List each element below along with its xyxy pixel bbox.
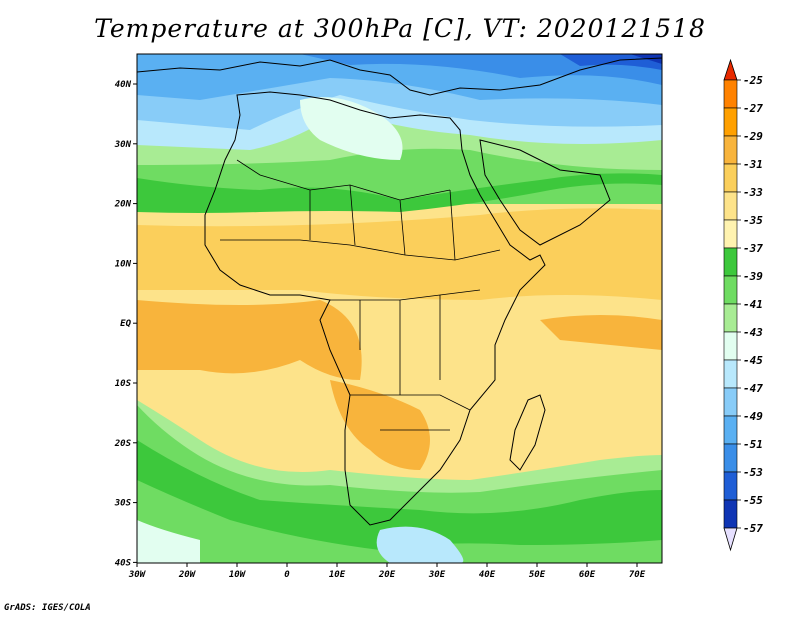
colorbar-box bbox=[723, 275, 738, 305]
colorbar-label: -47 bbox=[743, 382, 763, 395]
field-band-31-east bbox=[540, 315, 662, 350]
lon-tick-label: 20W bbox=[178, 570, 197, 580]
lat-tick-label: 30S bbox=[114, 499, 132, 509]
lon-tick-label: 40E bbox=[479, 570, 496, 580]
lat-tick-label: 40S bbox=[115, 558, 132, 568]
lat-tick-label: EQ bbox=[120, 319, 131, 329]
coastlines bbox=[137, 57, 662, 526]
colorbar-label: -55 bbox=[743, 494, 763, 507]
field-band-43 bbox=[300, 97, 403, 160]
colorbar-box bbox=[723, 359, 738, 389]
country-borders bbox=[220, 159, 501, 431]
lon-tick-label: 10E bbox=[329, 570, 346, 580]
field-band-37-south bbox=[137, 440, 662, 550]
colorbar-label: -57 bbox=[743, 522, 763, 535]
colorbar-box bbox=[723, 443, 738, 473]
colorbar-box bbox=[723, 79, 738, 109]
lon-tick-label: 50E bbox=[529, 570, 546, 580]
colorbar-label: -35 bbox=[743, 214, 763, 227]
latitude-axis: 40N 30N 20N 10N EQ 10S 20S 30S 40S bbox=[114, 80, 137, 568]
temperature-field bbox=[137, 54, 662, 563]
longitude-axis: 30W 20W 10W 0 10E 20E 30E 40E 50E 60E 70E bbox=[128, 563, 646, 580]
lon-tick-label: 70E bbox=[629, 570, 646, 580]
colorbar-box bbox=[723, 471, 738, 501]
lat-tick-label: 30N bbox=[114, 140, 132, 150]
colorbar-box bbox=[723, 247, 738, 277]
colorbar-box bbox=[723, 219, 738, 249]
lon-tick-label: 0 bbox=[284, 570, 290, 580]
lat-tick-label: 20S bbox=[114, 439, 132, 449]
colorbar-label: -25 bbox=[743, 74, 763, 87]
colorbar-box bbox=[723, 331, 738, 361]
lon-tick-label: 10W bbox=[229, 570, 247, 580]
colorbar-label: -31 bbox=[743, 158, 763, 171]
lat-tick-label: 10N bbox=[115, 259, 132, 269]
colorbar-label: -37 bbox=[743, 242, 763, 255]
colorbar-box bbox=[723, 499, 738, 529]
colorbar-label: -49 bbox=[743, 410, 763, 423]
lat-tick-label: 10S bbox=[115, 379, 132, 389]
lat-tick-label: 20N bbox=[114, 200, 132, 210]
colorbar-box bbox=[723, 163, 738, 193]
europe-coast bbox=[137, 57, 662, 96]
colorbar-label: -53 bbox=[743, 466, 763, 479]
colorbar-label: -45 bbox=[743, 354, 763, 367]
colorbar-box bbox=[723, 387, 738, 417]
arabian-peninsula bbox=[479, 139, 611, 246]
field-band-31-west bbox=[137, 300, 362, 380]
colorbar-label: -51 bbox=[743, 438, 763, 451]
colorbar-label: -43 bbox=[743, 326, 763, 339]
map-title: Temperature at 300hPa [C], VT: 202012151… bbox=[94, 14, 706, 43]
field-band-43-south bbox=[137, 520, 200, 563]
colorbar: -25 -27 -29 -31 -33 -35 -37 -39 -41 -43 -45 -47 -49 -… bbox=[723, 58, 763, 552]
colorbar-box bbox=[723, 107, 738, 137]
field-band-31-south bbox=[330, 380, 430, 470]
field-band-37 bbox=[137, 173, 662, 213]
lon-tick-label: 60E bbox=[579, 570, 596, 580]
africa-coastline bbox=[204, 91, 546, 526]
field-band-45-south bbox=[376, 526, 464, 563]
colorbar-box bbox=[723, 303, 738, 333]
colorbar-bottom-arrow bbox=[723, 527, 738, 552]
colorbar-label: -29 bbox=[743, 130, 763, 143]
colorbar-label: -39 bbox=[743, 270, 763, 283]
lat-tick-label: 40N bbox=[115, 80, 132, 90]
footer-credit: GrADS: IGES/COLA bbox=[4, 603, 91, 613]
lon-tick-label: 30E bbox=[428, 570, 446, 580]
field-band-51 bbox=[300, 54, 662, 85]
lon-tick-label: 30W bbox=[128, 570, 147, 580]
lon-tick-label: 20E bbox=[378, 570, 396, 580]
madagascar bbox=[509, 394, 546, 471]
colorbar-label: -27 bbox=[743, 102, 763, 115]
colorbar-label: -41 bbox=[743, 298, 763, 311]
colorbar-top-arrow bbox=[723, 58, 738, 81]
colorbar-box bbox=[723, 191, 738, 221]
plot-frame bbox=[136, 53, 663, 564]
colorbar-label: -33 bbox=[743, 186, 763, 199]
colorbar-box bbox=[723, 135, 738, 165]
colorbar-box bbox=[723, 415, 738, 445]
